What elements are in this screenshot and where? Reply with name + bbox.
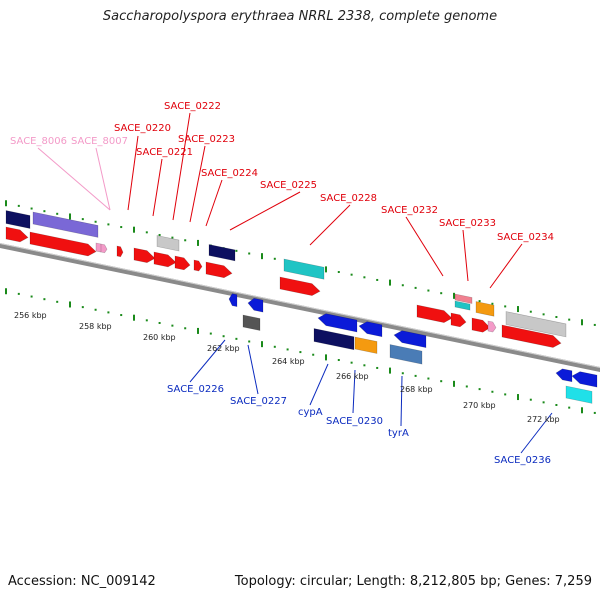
- gene-label[interactable]: SACE_0228: [320, 193, 377, 204]
- gene-label[interactable]: SACE_0227: [230, 396, 287, 407]
- reverse-gene-arrow: [393, 330, 427, 348]
- gene-label[interactable]: SACE_0226: [167, 384, 224, 395]
- kbp-tick-label: 264 kbp: [272, 357, 305, 366]
- kbp-tick-label: 270 kbp: [463, 401, 496, 410]
- label-leader-line: [189, 145, 206, 223]
- reverse-gene-arrow: [247, 297, 264, 313]
- reverse-gene-arrow: [317, 313, 358, 333]
- kbp-tick-label: 266 kbp: [336, 372, 369, 381]
- gene-label[interactable]: SACE_8006: [10, 136, 67, 147]
- gene-box: [5, 210, 31, 229]
- forward-gene-arrow: [116, 245, 124, 258]
- label-leader-line: [247, 344, 259, 395]
- gene-label[interactable]: SACE_0220: [114, 123, 171, 134]
- gene-label[interactable]: SACE_0232: [381, 205, 438, 216]
- accession-text: Accession: NC_009142: [8, 574, 156, 589]
- kbp-tick-label: 258 kbp: [79, 322, 112, 331]
- label-leader-line: [205, 179, 223, 227]
- forward-gene-arrow: [193, 259, 203, 272]
- gene-label[interactable]: SACE_0230: [326, 416, 383, 427]
- forward-gene-arrow: [501, 324, 562, 348]
- gene-box: [208, 244, 236, 262]
- gene-box: [565, 385, 593, 404]
- label-leader-line: [152, 158, 163, 217]
- label-leaders: [37, 112, 553, 454]
- gene-box: [354, 336, 378, 354]
- label-leader-line: [172, 112, 191, 221]
- tick-row-top: [5, 200, 596, 326]
- reverse-gene-arrow: [555, 368, 573, 383]
- label-leader-line: [309, 204, 351, 246]
- label-leader-line: [405, 216, 444, 277]
- forward-gene-arrow: [487, 320, 497, 333]
- feature-track: [5, 210, 598, 404]
- forward-gene-arrow: [450, 312, 467, 328]
- reverse-gene-arrow: [228, 293, 238, 308]
- gene-box: [313, 328, 355, 351]
- forward-gene-arrow: [5, 226, 29, 243]
- label-leader-line: [352, 369, 356, 414]
- gene-label[interactable]: SACE_0221: [136, 147, 193, 158]
- gene-box: [32, 211, 99, 238]
- forward-gene-arrow: [174, 255, 191, 271]
- kbp-tick-label: 272 kbp: [527, 415, 560, 424]
- gene-box: [454, 300, 471, 311]
- topology-text: Topology: circular; Length: 8,212,805 bp…: [234, 574, 592, 589]
- label-leader-line: [229, 191, 301, 231]
- gene-label[interactable]: SACE_8007: [71, 136, 128, 147]
- reverse-gene-arrow: [358, 321, 383, 338]
- label-leader-line: [462, 229, 469, 282]
- reverse-gene-arrow: [571, 371, 598, 388]
- genome-backbone: [0, 243, 600, 372]
- label-leader-line: [189, 339, 226, 383]
- tick-row-bottom: [5, 288, 596, 414]
- forward-gene-arrow: [133, 247, 156, 264]
- gene-label[interactable]: SACE_0223: [178, 134, 235, 145]
- gene-label[interactable]: cypA: [298, 407, 323, 418]
- label-leader-line: [489, 243, 523, 289]
- forward-gene-arrow: [471, 317, 491, 333]
- kbp-tick-label: 256 kbp: [14, 311, 47, 320]
- label-leader-line: [400, 375, 403, 427]
- forward-gene-arrow: [205, 261, 233, 279]
- gene-box: [454, 293, 473, 304]
- kbp-tick-label: 268 kbp: [400, 385, 433, 394]
- label-leader-line: [520, 412, 553, 454]
- gene-box: [283, 258, 325, 280]
- forward-gene-arrow: [153, 251, 177, 268]
- gene-label[interactable]: SACE_0233: [439, 218, 496, 229]
- forward-gene-arrow: [416, 304, 453, 323]
- gene-box: [242, 314, 261, 331]
- kbp-tick-label: 262 kbp: [207, 344, 240, 353]
- gene-label[interactable]: SACE_0222: [164, 101, 221, 112]
- gene-box: [505, 311, 567, 338]
- gene-label[interactable]: SACE_0224: [201, 168, 258, 179]
- kbp-tick-label: 260 kbp: [143, 333, 176, 342]
- forward-gene-arrow: [279, 276, 321, 296]
- gene-label[interactable]: SACE_0234: [497, 232, 554, 243]
- forward-gene-arrow: [100, 243, 108, 254]
- forward-gene-arrow: [29, 231, 97, 257]
- label-leader-line: [309, 363, 329, 406]
- map-title: Saccharopolyspora erythraea NRRL 2338, c…: [102, 9, 498, 24]
- gene-label[interactable]: tyrA: [388, 428, 409, 439]
- label-leader-line: [127, 135, 139, 211]
- label-leader-line: [37, 147, 111, 211]
- gene-label[interactable]: SACE_0225: [260, 180, 317, 191]
- gene-label[interactable]: SACE_0236: [494, 455, 551, 466]
- backbone-highlight: [0, 243, 600, 368]
- gene-box: [156, 235, 180, 252]
- gene-box: [389, 344, 423, 365]
- label-leader-line: [95, 147, 111, 211]
- gene-box: [475, 301, 495, 317]
